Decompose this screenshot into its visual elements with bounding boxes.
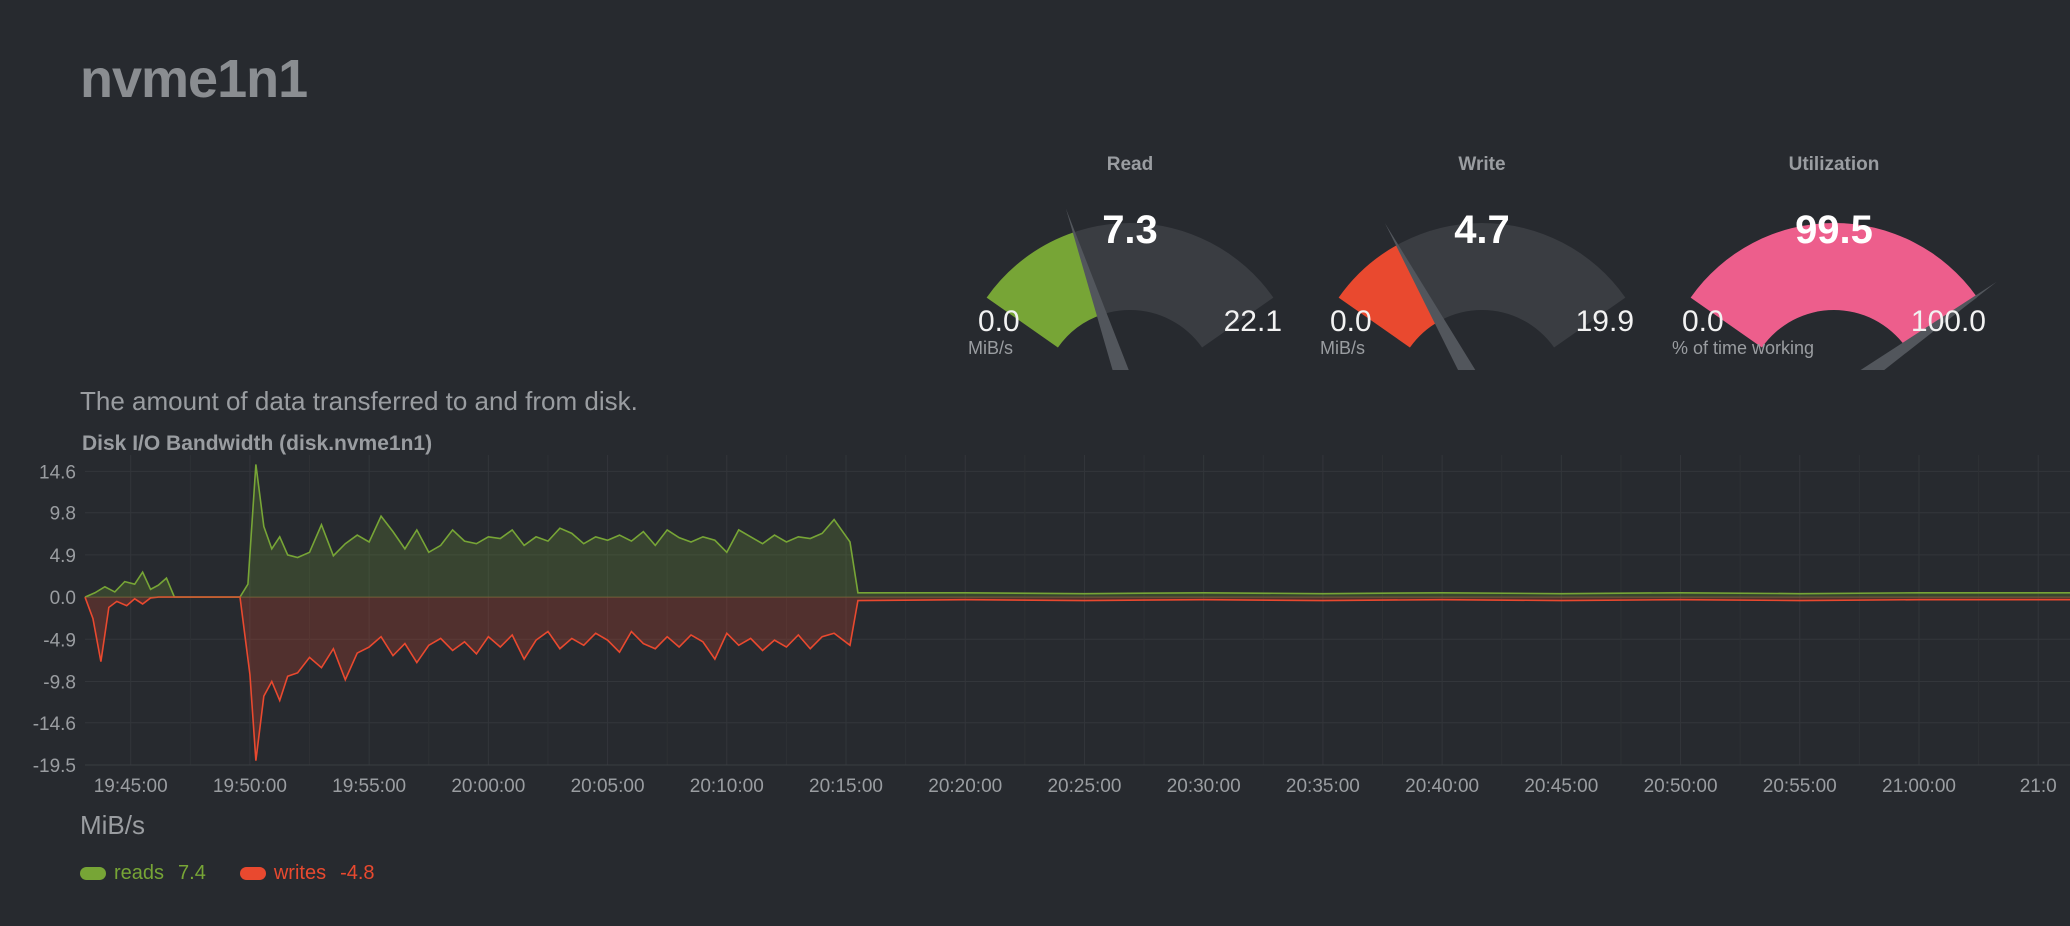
- gauge-fill: [1338, 245, 1440, 348]
- legend-value-reads: 7.4: [178, 862, 206, 884]
- y-tick-label: -9.8: [43, 672, 76, 693]
- x-tick-label: 19:50:00: [213, 776, 287, 797]
- y-tick-label: 14.6: [39, 462, 76, 483]
- x-tick-label: 20:15:00: [809, 776, 883, 797]
- read-gauge-value: 7.3: [1102, 208, 1158, 252]
- utilization-gauge: Utilization 99.5 0.0 100.0 % of time wor…: [1664, 150, 2004, 370]
- series-line-reads: [84, 464, 2070, 598]
- x-tick-label: 20:20:00: [928, 776, 1002, 797]
- write-gauge-min: 0.0: [1330, 305, 1372, 338]
- gauge-fill: [1690, 223, 1977, 348]
- x-tick-label: 21:0: [2020, 776, 2057, 797]
- y-tick-label: 0.0: [50, 588, 76, 609]
- write-gauge-label: Write: [1458, 154, 1506, 175]
- utilization-gauge-value: 99.5: [1795, 208, 1873, 252]
- series-line-writes: [84, 596, 2070, 761]
- gauge-needle: [1065, 208, 1129, 370]
- read-gauge-label: Read: [1106, 154, 1154, 175]
- read-gauge-max: 22.1: [1223, 305, 1282, 338]
- y-tick-label: -4.9: [43, 630, 76, 651]
- x-tick-label: 20:30:00: [1167, 776, 1241, 797]
- x-tick-label: 20:35:00: [1286, 776, 1360, 797]
- chart-legend: reads 7.4 writes -4.8: [80, 862, 375, 885]
- legend-name-writes: writes: [273, 862, 327, 884]
- legend-swatch-reads: [80, 867, 106, 880]
- write-gauge-value: 4.7: [1454, 208, 1510, 252]
- y-tick-label: 9.8: [50, 504, 76, 525]
- write-gauge-max: 19.9: [1575, 305, 1634, 338]
- utilization-gauge-dial: [1690, 223, 1997, 370]
- legend-item-reads[interactable]: reads 7.4: [80, 862, 206, 885]
- read-gauge-units: MiB/s: [968, 338, 1013, 358]
- y-tick-label: 4.9: [50, 546, 76, 567]
- legend-swatch-writes: [239, 867, 266, 880]
- write-gauge-units: MiB/s: [1320, 338, 1365, 358]
- gauge-needle: [1860, 281, 1997, 370]
- series-area-reads: [85, 464, 2070, 598]
- y-tick-label: -19.5: [33, 756, 76, 777]
- x-tick-label: 20:50:00: [1644, 776, 1718, 797]
- write-gauge-dial: [1338, 223, 1626, 370]
- x-tick-label: 20:25:00: [1047, 776, 1121, 797]
- utilization-gauge-units: % of time working: [1672, 338, 1815, 358]
- write-gauge: Write 4.7 0.0 19.9 MiB/s: [1312, 150, 1652, 370]
- x-tick-label: 20:10:00: [690, 776, 764, 797]
- utilization-gauge-label: Utilization: [1788, 154, 1880, 175]
- x-tick-label: 21:00:00: [1882, 776, 1956, 797]
- x-tick-label: 20:55:00: [1763, 776, 1837, 797]
- utilization-gauge-min: 0.0: [1682, 305, 1724, 338]
- series-area-writes: [85, 597, 2070, 761]
- x-tick-label: 20:05:00: [571, 776, 645, 797]
- chart-title: Disk I/O Bandwidth (disk.nvme1n1): [82, 432, 433, 455]
- gauge-fill: [986, 232, 1102, 348]
- page-title: nvme1n1: [80, 49, 308, 109]
- legend-item-writes[interactable]: writes -4.8: [239, 862, 375, 885]
- x-tick-label: 19:55:00: [332, 776, 406, 797]
- read-gauge: Read 7.3 0.0 22.1 MiB/s: [960, 150, 1300, 370]
- read-gauge-dial: [986, 208, 1274, 370]
- read-gauge-min: 0.0: [978, 305, 1020, 338]
- chart-description: The amount of data transferred to and fr…: [80, 386, 638, 416]
- bandwidth-chart[interactable]: 14.6 9.8 4.9 0.0 -4.9 -9.8 -14.6 -19.5 19:45:00 1…: [0, 455, 2070, 805]
- x-tick-label: 20:00:00: [451, 776, 525, 797]
- y-tick-label: -14.6: [33, 714, 76, 735]
- x-tick-label: 20:40:00: [1405, 776, 1479, 797]
- legend-value-writes: -4.8: [340, 862, 375, 884]
- utilization-gauge-max: 100.0: [1910, 305, 1986, 338]
- legend-name-reads: reads: [114, 862, 165, 884]
- x-tick-label: 20:45:00: [1524, 776, 1598, 797]
- x-tick-label: 19:45:00: [94, 776, 168, 797]
- chart-units: MiB/s: [80, 810, 145, 840]
